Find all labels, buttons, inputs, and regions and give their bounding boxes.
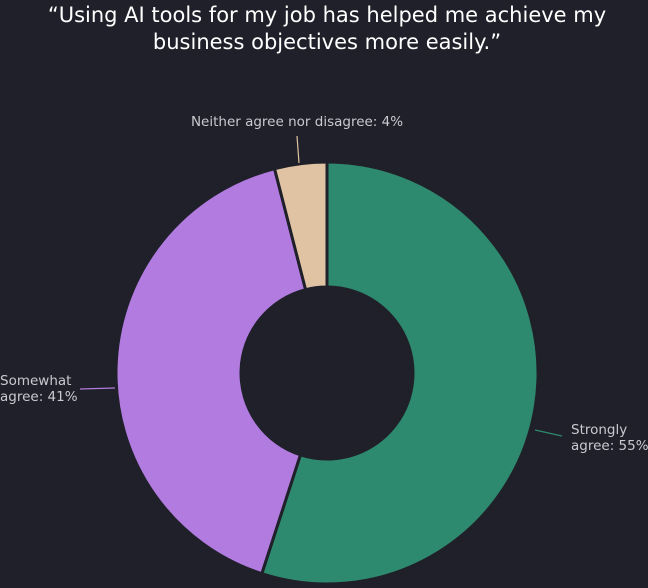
donut-slice xyxy=(114,166,308,576)
donut-slice xyxy=(272,160,329,292)
slice-label: Somewhat xyxy=(0,373,71,389)
chart-title: “Using AI tools for my job has helped me… xyxy=(48,3,606,27)
slice-label: agree: 41% xyxy=(0,389,78,405)
leader-line xyxy=(296,135,300,164)
donut-slice xyxy=(259,160,540,586)
leader-line xyxy=(79,387,116,390)
leader-line xyxy=(534,429,563,437)
slice-label: Strongly xyxy=(571,422,627,438)
slice-label: agree: 55% xyxy=(571,438,648,454)
slice-label: Neither agree nor disagree: 4% xyxy=(191,114,403,130)
chart-title: business objectives more easily.” xyxy=(153,30,501,54)
